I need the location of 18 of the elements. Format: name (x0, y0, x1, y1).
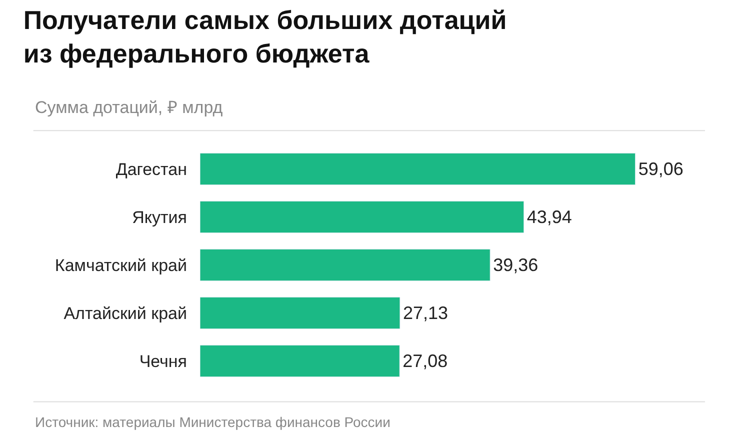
chart-subtitle: Сумма дотаций, ₽ млрд (35, 98, 223, 117)
y-tick-label: Якутия (132, 208, 187, 227)
y-tick-label: Алтайский край (64, 304, 187, 323)
data-label: 27,08 (402, 351, 448, 371)
data-label: 27,13 (402, 303, 448, 323)
bar (200, 296, 400, 330)
bar (200, 152, 636, 186)
bar (200, 344, 400, 378)
data-label: 39,36 (493, 255, 538, 275)
bar (200, 248, 490, 282)
text: Источник: материалы Министерства финансов России (35, 414, 390, 430)
y-tick-label: Чечня (139, 352, 187, 371)
y-tick-label: Камчатский край (54, 256, 187, 275)
bar (200, 200, 524, 234)
data-label: 59,06 (638, 159, 684, 179)
y-tick-label: Дагестан (116, 160, 187, 179)
chart-title: Получатели самых больших дотаций из федерального бюджета (23, 4, 507, 69)
data-label: 43,94 (526, 207, 572, 227)
